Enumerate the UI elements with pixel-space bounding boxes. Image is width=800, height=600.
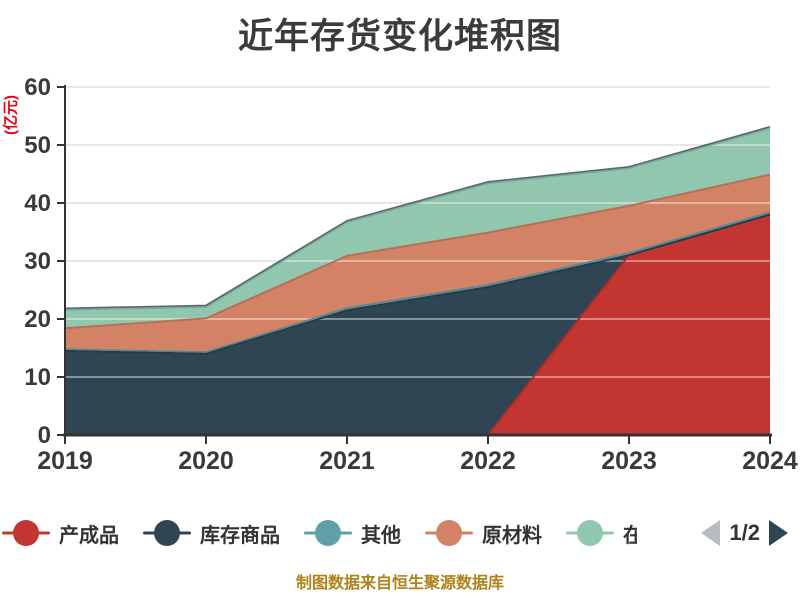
line-series-4 [64,173,771,330]
line-series-2 [64,213,771,355]
right-triangle-icon[interactable] [769,520,788,546]
y-tick-label-50: 50 [24,132,51,159]
y-tick-label-30: 30 [24,248,51,275]
area-series-4 [65,174,770,353]
legend-item-label: 原材料 [482,524,542,547]
chart-title: 近年存货变化堆积图 [237,17,562,56]
legend-item-label: 在 [623,524,637,547]
line-series-3 [64,211,771,353]
x-tick-label-2019: 2019 [37,447,93,475]
legend-item-label: 其他 [361,524,401,547]
legend-item-1[interactable]: 产成品 [2,519,119,548]
y-tick-label-0: 0 [38,422,51,449]
legend-line-circle-icon [425,519,473,547]
x-tick-label-2023: 2023 [601,447,657,475]
legend: 产成品 库存商品 其他 原材料 在 1/2 [0,514,788,552]
areas [65,128,770,435]
legend-item-label: 库存商品 [200,524,280,547]
axes: 0 10 20 30 40 50 60 2019 2020 2021 2022 2023 2024 [24,74,798,475]
legend-marker-dot [13,520,39,546]
legend-marker-dot [577,520,603,546]
legend-marker-dot [315,520,341,546]
legend-item-4[interactable]: 原材料 [425,519,542,548]
line-series-5 [64,127,771,311]
legend-marker-dot [154,520,180,546]
legend-item-3[interactable]: 其他 [304,519,401,548]
x-tick-label-2021: 2021 [319,447,375,475]
left-triangle-icon[interactable] [701,520,721,546]
data-source-note: 制图数据来自恒生聚源数据库 [295,575,504,592]
legend-line-circle-icon [143,519,191,547]
area-series-5 [65,128,770,329]
y-tick-label-40: 40 [24,190,51,217]
y-tick-label-10: 10 [24,364,51,391]
area-series-2 [65,214,770,435]
legend-line-circle-icon [2,519,50,547]
legend-page-indicator: 1/2 [729,520,760,545]
legend-item-2[interactable]: 库存商品 [143,519,280,548]
legend-pager: 1/2 [701,520,788,546]
legend-line-circle-icon [304,519,352,547]
x-tick-label-2020: 2020 [178,447,234,475]
area-series-1 [65,214,770,435]
x-tick-label-2022: 2022 [460,447,516,475]
legend-line-circle-icon [566,519,614,547]
gridlines-overlay [65,86,770,378]
x-tick-label-2024: 2024 [742,447,798,475]
legend-item-5[interactable]: 在 [566,519,637,548]
y-tick-label-60: 60 [24,74,51,101]
legend-marker-dot [436,520,462,546]
stack-top-edge-line [64,125,771,309]
legend-item-label: 产成品 [59,524,119,547]
y-tick-label-20: 20 [24,306,51,333]
